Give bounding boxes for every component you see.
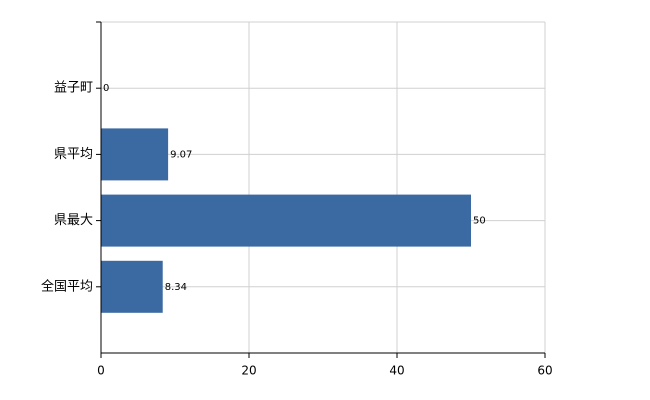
value-label: 0 <box>103 83 109 94</box>
x-tick-label: 60 <box>537 364 552 378</box>
x-tick-label: 20 <box>241 364 256 378</box>
value-label: 9.07 <box>170 149 192 160</box>
x-tick-label: 0 <box>97 364 105 378</box>
value-label: 50 <box>473 216 486 227</box>
y-tick-label: 益子町 <box>54 81 93 96</box>
y-tick-label: 全国平均 <box>41 278 93 294</box>
bar <box>101 194 471 247</box>
value-label: 8.34 <box>165 282 187 293</box>
y-tick-label: 県平均 <box>54 147 93 162</box>
x-tick-label: 40 <box>389 364 404 378</box>
bar <box>101 128 169 181</box>
y-tick-label: 県最大 <box>54 213 93 228</box>
bar <box>101 260 163 313</box>
